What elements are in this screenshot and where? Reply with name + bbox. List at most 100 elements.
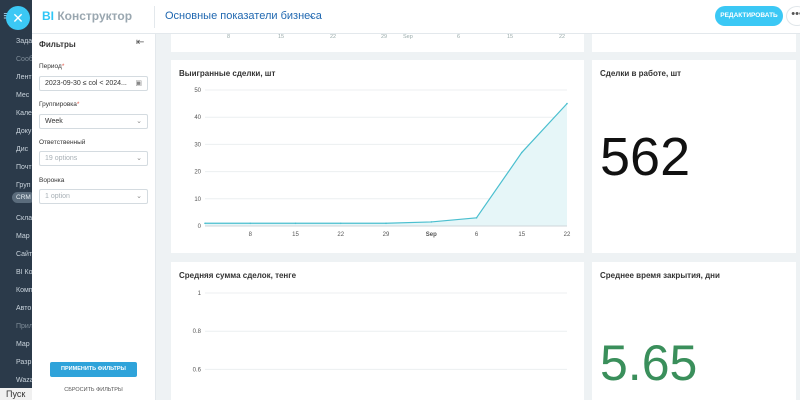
avg-deal-sum-chart: 0.40.60.81 bbox=[193, 291, 567, 373]
deals-in-work-title: Сделки в работе, шт bbox=[600, 69, 682, 78]
portal-menu-item[interactable]: Сооб bbox=[16, 56, 32, 63]
deals-in-work-value: 562 bbox=[600, 127, 691, 187]
portal-menu-item[interactable]: Сайт bbox=[16, 251, 32, 258]
top-chart-tick-label: 15 bbox=[278, 34, 285, 40]
won-deals-title: Выигранные сделки, шт bbox=[179, 69, 276, 78]
x-tick-label: 8 bbox=[249, 232, 253, 238]
avg-deal-sum-title: Средняя сумма сделок, тенге bbox=[179, 271, 297, 280]
chevron-down-icon: ⌄ bbox=[136, 118, 142, 125]
x-tick-label: 29 bbox=[383, 232, 390, 238]
period-label: Период* bbox=[39, 63, 65, 70]
portal-menu-item[interactable]: Лент bbox=[16, 74, 32, 81]
portal-menu-item[interactable]: Waza bbox=[16, 377, 32, 384]
data-point bbox=[566, 102, 568, 105]
responsible-select[interactable]: 19 options ⌄ bbox=[39, 151, 148, 166]
data-point bbox=[520, 151, 523, 154]
y-tick-label: 0 bbox=[198, 224, 202, 230]
previous-metric-card bbox=[592, 34, 796, 52]
top-bar: BI Конструктор Основные показатели бизне… bbox=[32, 0, 800, 34]
avg-close-time-value: 5.65 bbox=[600, 335, 698, 391]
data-point bbox=[204, 222, 206, 225]
avg-close-time-title: Среднее время закрытия, дни bbox=[600, 271, 720, 280]
portal-menu-item[interactable]: Разр bbox=[16, 359, 32, 366]
portal-menu-item[interactable]: Кале bbox=[16, 110, 32, 117]
portal-menu-item[interactable]: Доку bbox=[16, 128, 32, 135]
period-value: 2023-09-30 ≤ col < 2024... bbox=[45, 80, 127, 87]
data-point bbox=[249, 222, 252, 225]
filter-panel: Фильтры ⇤ Период* 2023-09-30 ≤ col < 202… bbox=[32, 34, 156, 400]
y-tick-label: 30 bbox=[194, 142, 201, 148]
x-tick-label: 15 bbox=[292, 232, 299, 238]
more-options-button[interactable]: ••• bbox=[786, 6, 800, 26]
grouping-value: Week bbox=[45, 118, 63, 125]
data-point bbox=[430, 221, 433, 223]
crm-pill[interactable]: CRM bbox=[12, 192, 32, 203]
x-tick-label: Sep bbox=[426, 232, 437, 238]
data-point bbox=[475, 217, 478, 219]
portal-menu-item[interactable]: Скла bbox=[16, 215, 32, 222]
portal-menu-item[interactable]: Прил bbox=[16, 323, 32, 330]
y-tick-label: 1 bbox=[198, 291, 202, 297]
avg-close-time-card: Среднее время закрытия, дни 5.65 bbox=[592, 262, 796, 400]
chevron-down-icon: ⌄ bbox=[136, 155, 142, 162]
grouping-select[interactable]: Week ⌄ bbox=[39, 114, 148, 129]
y-tick-label: 50 bbox=[194, 88, 201, 94]
y-tick-label: 20 bbox=[194, 170, 201, 176]
deals-in-work-card: Сделки в работе, шт 562 bbox=[592, 60, 796, 253]
reset-filters-button[interactable]: СБРОСИТЬ ФИЛЬТРЫ bbox=[64, 387, 123, 393]
top-chart-tick-label: 22 bbox=[330, 34, 337, 40]
top-chart-tick-label: 8 bbox=[227, 34, 231, 40]
dashboard-title[interactable]: Основные показатели бизнеса bbox=[165, 10, 322, 22]
x-tick-label: 22 bbox=[337, 232, 344, 238]
grouping-label: Группировка* bbox=[39, 101, 80, 108]
chevron-down-icon: ⌄ bbox=[136, 193, 142, 200]
portal-menu-item[interactable]: BI Ко bbox=[16, 269, 32, 276]
funnel-label: Воронка bbox=[39, 177, 65, 184]
responsible-label: Ответственный bbox=[39, 139, 86, 146]
period-field[interactable]: 2023-09-30 ≤ col < 2024... ▣ bbox=[39, 76, 148, 91]
previous-chart-card: 8 15 22 29 Sep 6 15 22 bbox=[171, 34, 584, 52]
chevron-down-icon[interactable]: ⌄ bbox=[308, 10, 316, 20]
y-tick-label: 10 bbox=[194, 197, 201, 203]
data-point bbox=[385, 222, 387, 225]
avg-deal-sum-card: Средняя сумма сделок, тенге 0.40.60.81 bbox=[171, 262, 584, 400]
area-fill bbox=[205, 103, 567, 226]
taskbar-start-button[interactable]: Пуск bbox=[0, 388, 32, 400]
responsible-placeholder: 19 options bbox=[45, 155, 78, 162]
portal-menu-item[interactable]: Мар bbox=[16, 233, 30, 240]
collapse-panel-icon[interactable]: ⇤ bbox=[136, 37, 145, 48]
edit-button[interactable]: РЕДАКТИРОВАТЬ bbox=[715, 6, 783, 26]
apply-filters-button[interactable]: ПРИМЕНИТЬ ФИЛЬТРЫ bbox=[50, 362, 137, 377]
portal-menu-item[interactable]: Груп bbox=[16, 182, 31, 189]
x-tick-label: 15 bbox=[518, 232, 525, 238]
top-chart-tick-label: 22 bbox=[559, 34, 566, 40]
portal-menu-item[interactable]: Почт bbox=[16, 164, 32, 171]
x-tick-label: 22 bbox=[564, 232, 571, 238]
filters-title: Фильтры bbox=[39, 40, 76, 49]
top-chart-tick-label: 6 bbox=[457, 34, 461, 40]
funnel-placeholder: 1 option bbox=[45, 193, 70, 200]
portal-menu-item[interactable]: Комп bbox=[16, 287, 32, 294]
top-chart-tick-label: 15 bbox=[507, 34, 514, 40]
bi-logo[interactable]: BI Конструктор bbox=[42, 9, 132, 23]
portal-sidebar: CRM Зада Сооб Лент Мес Кале Доку Дис Почт Груп Ск… bbox=[0, 0, 32, 400]
calendar-icon[interactable]: ▣ bbox=[135, 80, 142, 87]
portal-menu-item[interactable]: Мар bbox=[16, 341, 30, 348]
portal-menu-item[interactable]: Авто bbox=[16, 305, 32, 312]
logo-bi-text: BI bbox=[42, 9, 54, 23]
won-deals-card: Выигранные сделки, шт 0 10 20 30 40 50 8 15 22 29… bbox=[171, 60, 584, 253]
won-deals-chart: 0 10 20 30 40 50 8 15 22 29 Sep 6 15 22 bbox=[194, 88, 571, 238]
x-tick-label: 6 bbox=[475, 232, 479, 238]
logo-rest-text: Конструктор bbox=[57, 9, 133, 23]
portal-menu-item[interactable]: Мес bbox=[16, 92, 30, 99]
portal-menu-item[interactable]: Зада bbox=[16, 38, 32, 45]
close-icon[interactable]: ✕ bbox=[6, 6, 30, 30]
top-chart-tick-label: Sep bbox=[403, 34, 413, 40]
top-chart-tick-label: 29 bbox=[381, 34, 388, 40]
y-tick-label: 0.8 bbox=[193, 329, 202, 335]
y-tick-label: 0.6 bbox=[193, 367, 202, 373]
portal-menu-item[interactable]: Дис bbox=[16, 146, 29, 153]
data-point bbox=[294, 222, 297, 225]
data-point bbox=[339, 222, 342, 225]
funnel-select[interactable]: 1 option ⌄ bbox=[39, 189, 148, 204]
